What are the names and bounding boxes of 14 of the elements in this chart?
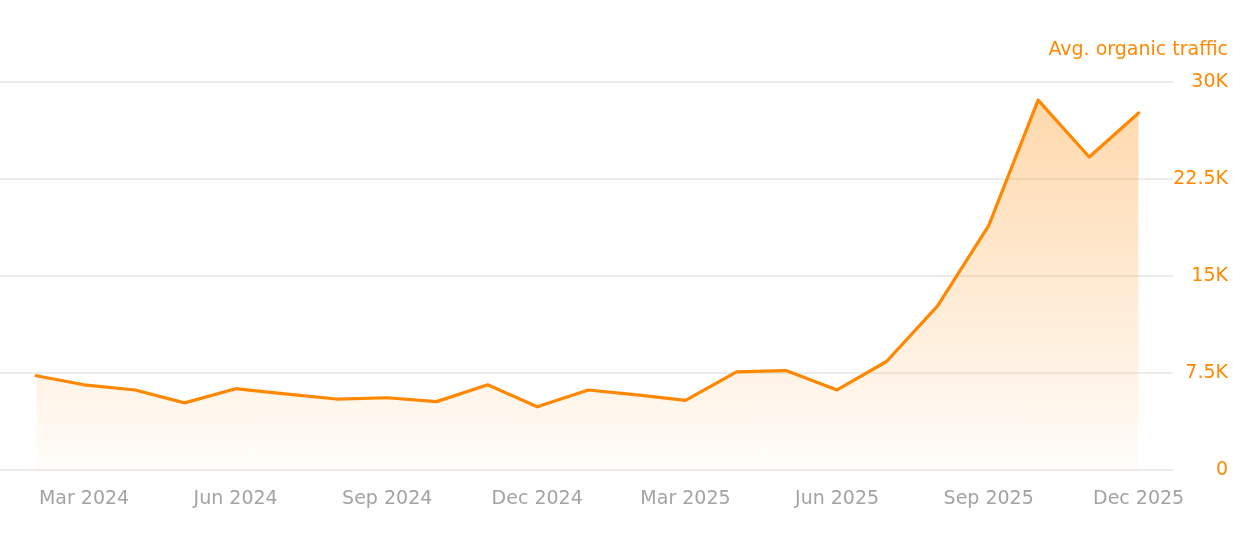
x-tick-label: Jun 2024 xyxy=(192,485,278,508)
y2-axis-title: Avg. organic traffic xyxy=(1048,36,1228,59)
y2-tick-label: 7.5K xyxy=(1185,360,1229,383)
x-tick-label: Dec 2024 xyxy=(491,485,583,508)
x-tick-label: Sep 2025 xyxy=(943,485,1034,508)
y2-tick-label: 0 xyxy=(1215,457,1228,480)
x-tick-label: Sep 2024 xyxy=(342,485,433,508)
y2-tick-label: 15K xyxy=(1191,263,1229,286)
x-tick-label: Mar 2025 xyxy=(640,485,731,508)
y2-tick-label: 22.5K xyxy=(1173,165,1229,188)
y2-tick-label: 30K xyxy=(1191,68,1229,91)
x-tick-label: Dec 2025 xyxy=(1093,485,1185,508)
x-tick-label: Jun 2025 xyxy=(794,485,880,508)
x-tick-label: Mar 2024 xyxy=(38,485,130,508)
